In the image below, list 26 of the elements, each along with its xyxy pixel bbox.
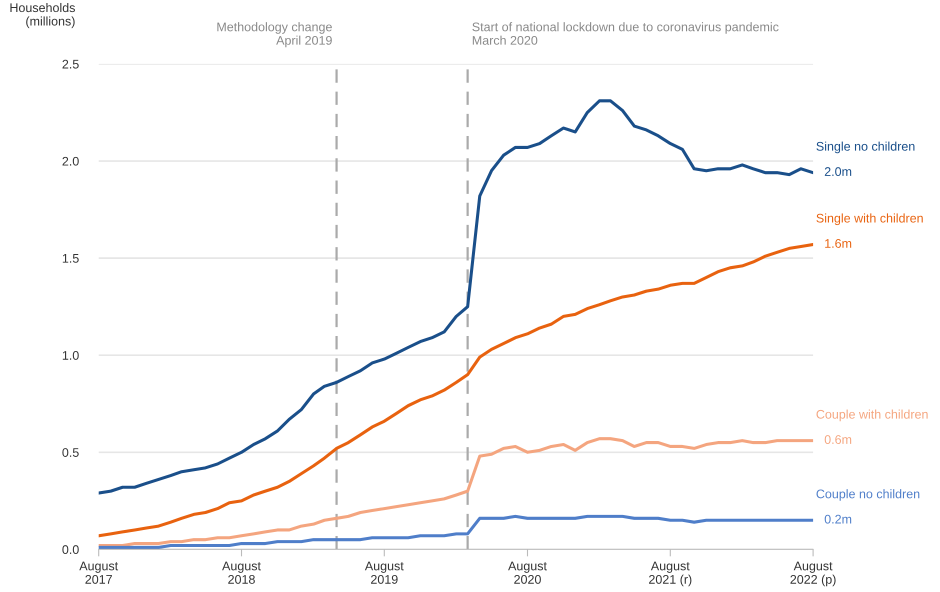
y-tick-label: 0.0 (62, 545, 79, 554)
ref-line-label: Methodology change April 2019 (217, 22, 332, 48)
series-label: Couple no children (816, 489, 920, 501)
y-tick-label: 1.0 (62, 351, 79, 360)
line-series (98, 437, 814, 548)
annotation: 1.6m (825, 239, 852, 248)
line-series (98, 242, 814, 538)
x-tick-label: August 2017 (79, 562, 118, 584)
x-tick-label: August 2018 (222, 562, 261, 584)
x-tick-label: August 2019 (364, 562, 404, 584)
x-tick-label: August 2021 (r) (649, 562, 692, 586)
annotation: 2.0m (824, 167, 852, 176)
y-tick-label: 0.5 (62, 448, 79, 457)
x-tick-label: August 2020 (508, 562, 547, 584)
y-tick-label: 2.5 (62, 60, 79, 69)
x-tick-label: August 2022 (p) (790, 562, 836, 586)
series-label: Single no children (816, 142, 914, 154)
y-tick-label: 1.5 (62, 254, 79, 263)
series-label: Single with children (816, 213, 923, 226)
y-axis-title: Households (millions) (10, 2, 75, 28)
series-label: Couple with children (816, 410, 928, 422)
annotation: 0.2m (824, 514, 852, 524)
annotation: 0.6m (824, 435, 852, 444)
ref-line-label: Start of national lockdown due to coronavirus pandemic March 2020 (472, 22, 779, 45)
line-series (98, 99, 814, 495)
y-tick-label: 2.0 (62, 156, 79, 166)
